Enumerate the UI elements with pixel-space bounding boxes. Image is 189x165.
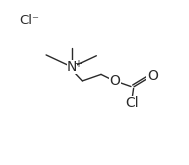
Text: O: O: [147, 69, 158, 83]
Text: Cl⁻: Cl⁻: [19, 14, 39, 27]
Text: O: O: [110, 74, 120, 88]
Text: +: +: [74, 59, 82, 68]
Text: N: N: [67, 60, 77, 74]
Text: Cl: Cl: [125, 96, 139, 110]
